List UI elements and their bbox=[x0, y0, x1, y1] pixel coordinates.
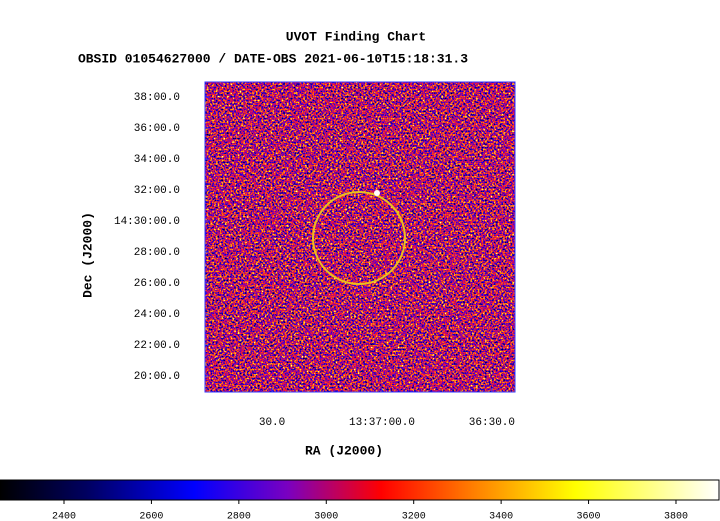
chart-subtitle: OBSID 01054627000 / DATE-OBS 2021-06-10T… bbox=[78, 51, 468, 66]
y-tick-label: 38:00.0 bbox=[134, 92, 180, 104]
bright-star bbox=[374, 190, 380, 196]
colorbar-tick-label: 2600 bbox=[139, 512, 163, 521]
chart-title: UVOT Finding Chart bbox=[286, 29, 426, 44]
x-tick-label: 13:37:00.0 bbox=[349, 417, 415, 429]
y-tick-label: 14:30:00.0 bbox=[114, 216, 180, 228]
colorbar-tick-label: 3200 bbox=[402, 512, 426, 521]
y-tick-label: 26:00.0 bbox=[134, 278, 180, 290]
sky-image-noise bbox=[205, 82, 515, 392]
colorbar-tick-label: 3600 bbox=[577, 512, 601, 521]
y-tick-label: 22:00.0 bbox=[134, 340, 180, 352]
colorbar-tick-label: 2400 bbox=[52, 512, 76, 521]
y-tick-label: 28:00.0 bbox=[134, 247, 180, 259]
colorbar bbox=[0, 479, 720, 501]
x-axis-label: RA (J2000) bbox=[305, 443, 383, 458]
y-tick-label: 34:00.0 bbox=[134, 154, 180, 166]
y-tick-label: 24:00.0 bbox=[134, 309, 180, 321]
y-axis-label: Dec (J2000) bbox=[80, 212, 95, 298]
colorbar-tick-label: 3400 bbox=[489, 512, 513, 521]
y-tick-label: 20:00.0 bbox=[134, 371, 180, 383]
y-tick-label: 36:00.0 bbox=[134, 123, 180, 135]
colorbar-tick-label: 3800 bbox=[664, 512, 688, 521]
x-tick-label: 36:30.0 bbox=[469, 417, 515, 429]
image-frame bbox=[204, 81, 516, 393]
x-tick-label: 30.0 bbox=[259, 417, 285, 429]
source-circle bbox=[312, 191, 406, 285]
colorbar-tick-label: 3000 bbox=[314, 512, 338, 521]
colorbar-tick-label: 2800 bbox=[227, 512, 251, 521]
y-tick-label: 32:00.0 bbox=[134, 185, 180, 197]
